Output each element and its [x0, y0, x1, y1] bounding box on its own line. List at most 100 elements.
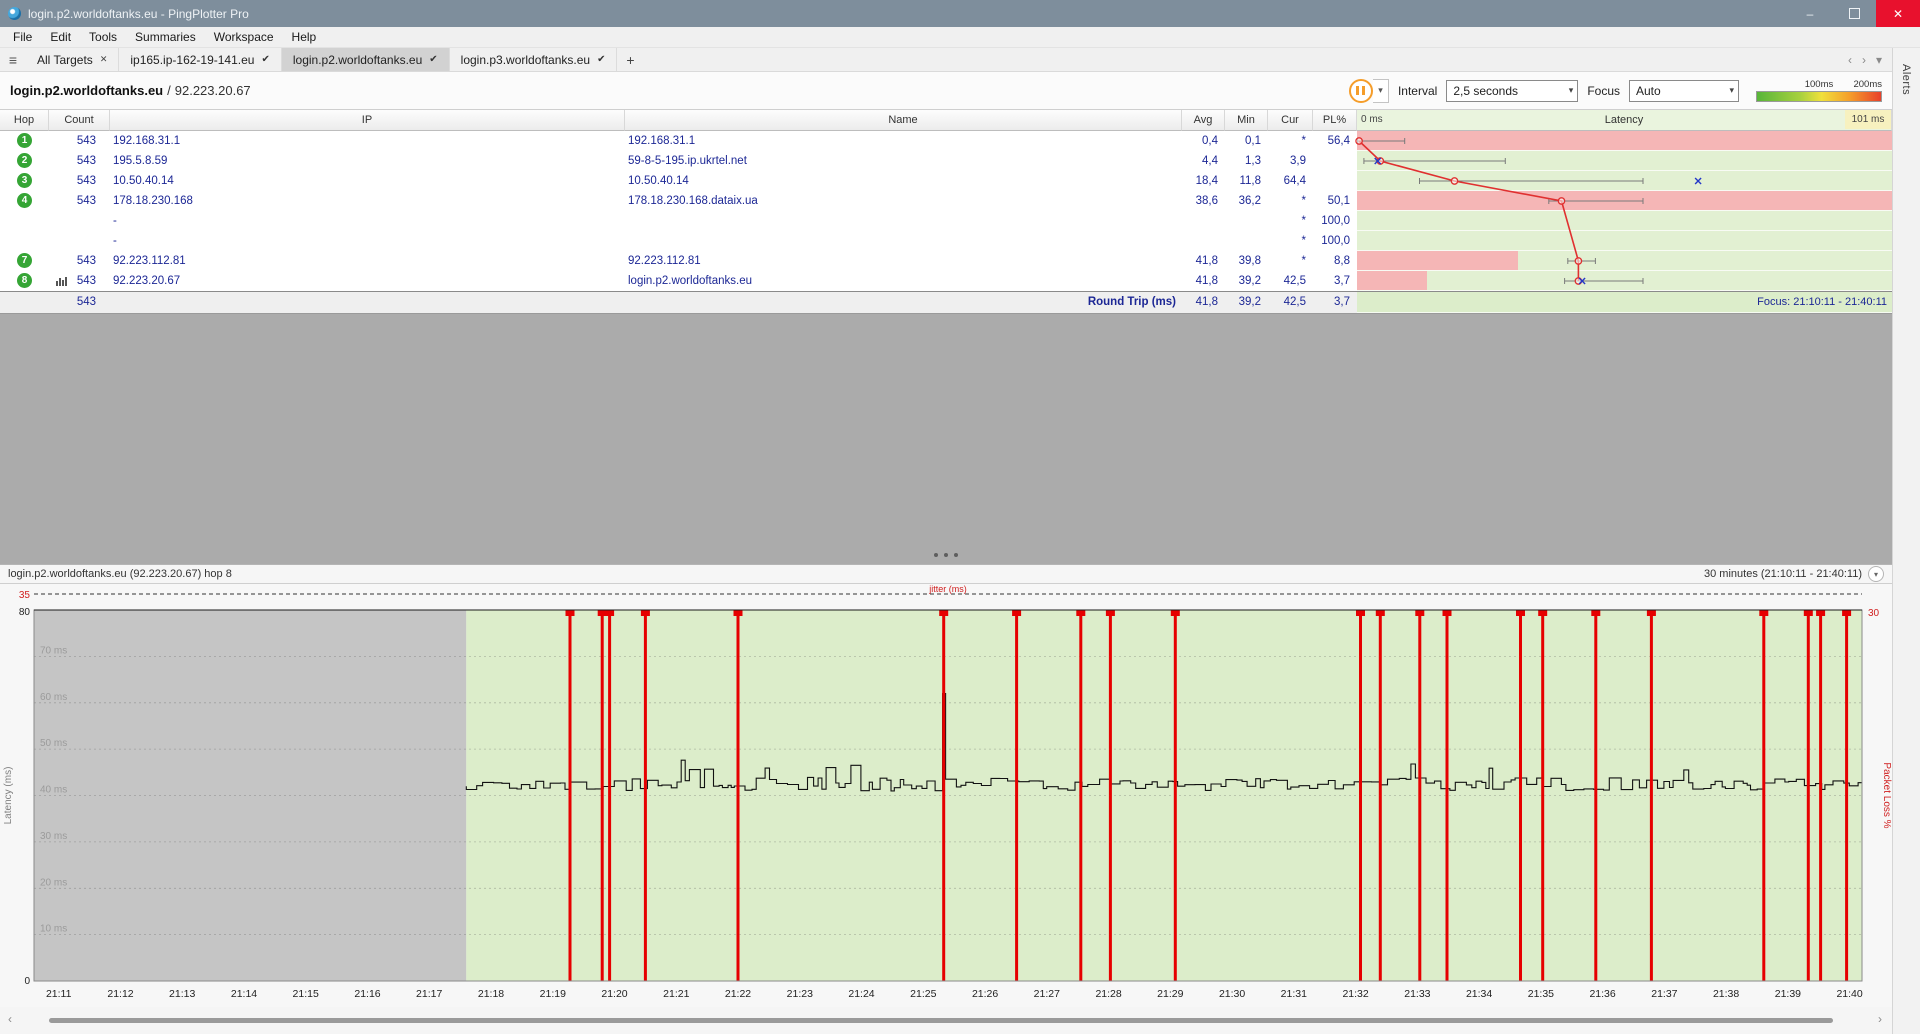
trace-row[interactable]: 2 543 195.5.8.59 59-8-5-195.ip.ukrtel.ne…	[0, 151, 1892, 171]
tab-scroll-right-icon[interactable]: ›	[1862, 53, 1866, 67]
column-header-pl[interactable]: PL%	[1313, 110, 1357, 131]
column-header-ip[interactable]: IP	[110, 110, 625, 131]
column-header-avg[interactable]: Avg	[1182, 110, 1225, 131]
tab-ip165-ip-162-19-141-eu[interactable]: ip165.ip-162-19-141.eu ✔	[119, 48, 282, 71]
column-header-cur[interactable]: Cur	[1268, 110, 1313, 131]
latency-cell	[1357, 251, 1892, 271]
svg-text:21:22: 21:22	[725, 988, 751, 1000]
menu-item-workspace[interactable]: Workspace	[205, 27, 283, 47]
latency-cell	[1357, 191, 1892, 211]
trace-row[interactable]: - * 100,0	[0, 211, 1892, 231]
avg-cell: 41,8	[1182, 271, 1225, 291]
svg-text:21:24: 21:24	[848, 988, 874, 1000]
horizontal-scrollbar[interactable]: ‹ ›	[0, 1007, 1892, 1034]
column-header-count[interactable]: Count	[49, 110, 110, 131]
min-cell	[1225, 231, 1268, 251]
trace-row[interactable]: 1 543 192.168.31.1 192.168.31.1 0,4 0,1 …	[0, 131, 1892, 151]
pl-cell: 100,0	[1313, 211, 1357, 231]
trace-row[interactable]: 3 543 10.50.40.14 10.50.40.14 18,4 11,8 …	[0, 171, 1892, 191]
interval-select[interactable]: 2,5 seconds ▾	[1446, 80, 1578, 102]
summary-row: 543 Round Trip (ms) 41,8 39,2 42,5 3,7 F…	[0, 291, 1892, 314]
column-header-min[interactable]: Min	[1225, 110, 1268, 131]
column-header-name[interactable]: Name	[625, 110, 1182, 131]
svg-text:21:17: 21:17	[416, 988, 442, 1000]
column-header-hop[interactable]: Hop	[0, 110, 49, 131]
svg-text:21:23: 21:23	[787, 988, 813, 1000]
tab-scroll-left-icon[interactable]: ‹	[1848, 53, 1852, 67]
menu-item-help[interactable]: Help	[283, 27, 326, 47]
tab-login-p2-worldoftanks-eu[interactable]: login.p2.worldoftanks.eu ✔	[282, 48, 450, 71]
latency-gradient-bar	[1756, 91, 1882, 102]
new-tab-button[interactable]: +	[617, 48, 643, 71]
tab-close-icon[interactable]: ✕	[100, 54, 108, 65]
pause-dropdown-icon[interactable]: ▾	[1373, 79, 1389, 103]
maximize-button[interactable]	[1832, 0, 1876, 27]
scroll-right-icon[interactable]: ›	[1878, 1012, 1882, 1026]
avg-cell: 41,8	[1182, 251, 1225, 271]
window-title: login.p2.worldoftanks.eu - PingPlotter P…	[28, 7, 249, 21]
svg-text:jitter (ms): jitter (ms)	[928, 584, 967, 594]
latency-cell	[1357, 271, 1892, 291]
trace-row[interactable]: 8 543 92.223.20.67 login.p2.worldoftanks…	[0, 271, 1892, 291]
timeline-graph-svg[interactable]: 70 ms60 ms50 ms40 ms30 ms20 ms10 msjitte…	[0, 584, 1892, 1007]
avg-cell: 18,4	[1182, 171, 1225, 191]
tab-check-icon[interactable]: ✔	[261, 54, 269, 65]
summary-pl: 3,7	[1313, 292, 1357, 313]
trace-row[interactable]: 4 543 178.18.230.168 178.18.230.168.data…	[0, 191, 1892, 211]
tab-check-icon[interactable]: ✔	[597, 54, 605, 65]
count-cell	[49, 231, 110, 251]
scrollbar-thumb[interactable]	[49, 1018, 1833, 1023]
pl-cell	[1313, 171, 1357, 191]
packet-loss-bar	[1357, 271, 1427, 290]
alerts-sidebar[interactable]: Alerts	[1892, 48, 1920, 1034]
focus-select[interactable]: Auto ▾	[1629, 80, 1739, 102]
timeline-graph[interactable]: 70 ms60 ms50 ms40 ms30 ms20 ms10 msjitte…	[0, 584, 1892, 1007]
close-button[interactable]: ✕	[1876, 0, 1920, 27]
svg-text:30 ms: 30 ms	[40, 831, 67, 842]
svg-text:21:30: 21:30	[1219, 988, 1245, 1000]
svg-text:21:36: 21:36	[1589, 988, 1615, 1000]
svg-text:21:28: 21:28	[1095, 988, 1121, 1000]
pl-cell	[1313, 151, 1357, 171]
pause-button[interactable]	[1349, 79, 1373, 103]
titlebar[interactable]: login.p2.worldoftanks.eu - PingPlotter P…	[0, 0, 1920, 27]
tab-all-targets[interactable]: All Targets ✕	[26, 48, 119, 71]
maximize-icon	[1849, 8, 1860, 19]
focus-label: Focus	[1587, 84, 1620, 98]
splitter-handle[interactable]	[931, 546, 961, 564]
menu-item-file[interactable]: File	[4, 27, 41, 47]
window-controls: – ✕	[1788, 0, 1920, 27]
trace-row[interactable]: - * 100,0	[0, 231, 1892, 251]
name-cell: 10.50.40.14	[625, 171, 1182, 191]
menu-item-summaries[interactable]: Summaries	[126, 27, 205, 47]
pl-cell: 50,1	[1313, 191, 1357, 211]
packet-loss-bar	[1357, 131, 1892, 150]
tab-check-icon[interactable]: ✔	[429, 54, 437, 65]
collapse-timeline-icon[interactable]: ▾	[1868, 566, 1884, 582]
column-header-latency[interactable]: 0 ms Latency 101 ms	[1357, 110, 1892, 131]
svg-text:Latency (ms): Latency (ms)	[3, 767, 14, 825]
trace-table: HopCountIPNameAvgMinCurPL% 0 ms Latency …	[0, 110, 1892, 314]
pl-cell: 56,4	[1313, 131, 1357, 151]
menu-item-edit[interactable]: Edit	[41, 27, 80, 47]
avg-cell	[1182, 231, 1225, 251]
scroll-left-icon[interactable]: ‹	[8, 1012, 12, 1026]
trace-row[interactable]: 7 543 92.223.112.81 92.223.112.81 41,8 3…	[0, 251, 1892, 271]
hop-cell: 1	[0, 131, 49, 151]
svg-text:30: 30	[1868, 608, 1880, 619]
summary-avg: 41,8	[1182, 292, 1225, 313]
avg-cell	[1182, 211, 1225, 231]
pl-cell: 100,0	[1313, 231, 1357, 251]
latency-cell	[1357, 171, 1892, 191]
tab-login-p3-worldoftanks-eu[interactable]: login.p3.worldoftanks.eu ✔	[450, 48, 618, 71]
svg-text:60 ms: 60 ms	[40, 692, 67, 703]
menu-item-tools[interactable]: Tools	[80, 27, 126, 47]
tab-list-icon[interactable]: ▾	[1876, 53, 1882, 67]
ip-cell: -	[110, 231, 625, 251]
minimize-button[interactable]: –	[1788, 0, 1832, 27]
menu-icon[interactable]: ≡	[0, 48, 26, 71]
timeline-range[interactable]: 30 minutes (21:10:11 - 21:40:11)	[1704, 568, 1862, 580]
svg-text:21:33: 21:33	[1404, 988, 1430, 1000]
latency-scale-max: 101 ms	[1845, 110, 1891, 129]
target-ip: 92.223.20.67	[175, 83, 251, 98]
